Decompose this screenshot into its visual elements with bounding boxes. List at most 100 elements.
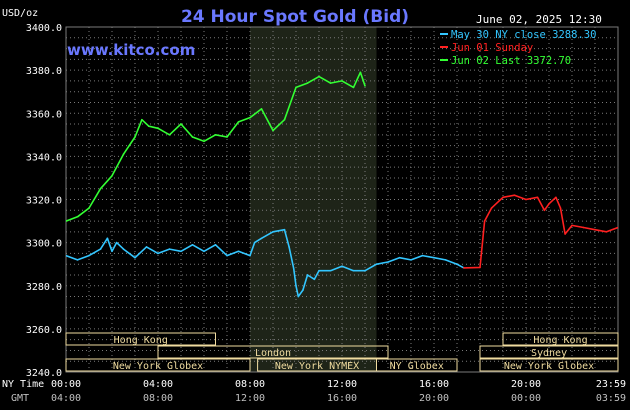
series-point xyxy=(306,82,309,84)
market-session-box xyxy=(376,358,458,372)
y-tick-label: 3400.0 xyxy=(26,23,62,34)
series-point xyxy=(99,248,102,250)
x-tick-label-ny: 20:00 xyxy=(511,379,541,390)
series-point xyxy=(295,284,297,287)
series-point xyxy=(203,140,205,143)
market-session-label: Hong Kong xyxy=(114,335,168,346)
y-tick-label: 3240.0 xyxy=(26,368,62,379)
x-tick-label-gmt: 16:00 xyxy=(327,393,357,404)
series-point xyxy=(617,226,618,229)
website-label: www.kitco.com xyxy=(67,41,195,59)
series-point xyxy=(559,207,562,209)
series-point xyxy=(292,267,295,270)
series-point xyxy=(134,256,136,259)
series-point xyxy=(352,269,355,272)
series-point xyxy=(272,129,274,132)
series-point xyxy=(214,134,217,136)
series-point xyxy=(398,256,401,259)
series-point xyxy=(375,263,378,265)
series-point xyxy=(594,228,596,231)
series-point xyxy=(444,259,447,261)
series-point xyxy=(329,82,332,84)
x-tick-label-gmt: 12:00 xyxy=(235,393,265,404)
market-session-label: New York Globex xyxy=(504,361,594,372)
series-point xyxy=(249,116,251,119)
series-point xyxy=(76,215,79,218)
x-tick-label-gmt: 04:00 xyxy=(51,393,81,404)
series-point xyxy=(260,237,263,240)
series-point xyxy=(180,123,182,125)
x-tick-label-ny: 12:00 xyxy=(327,379,357,390)
series-point xyxy=(536,196,539,199)
series-point xyxy=(226,254,228,257)
x-tick-label-gmt: 08:00 xyxy=(143,393,173,404)
series-point xyxy=(283,118,286,121)
series-point xyxy=(318,75,320,78)
series-point xyxy=(214,243,217,246)
y-tick-label: 3320.0 xyxy=(26,196,62,207)
market-session-box xyxy=(479,345,619,359)
x-tick-label-gmt: 00:00 xyxy=(511,393,541,404)
series-point xyxy=(122,153,125,156)
series-point xyxy=(302,289,304,291)
series-point xyxy=(410,259,412,261)
series-point xyxy=(359,71,362,74)
chart-date: June 02, 2025 12:30 xyxy=(476,13,602,26)
series-point xyxy=(571,224,573,227)
series-point xyxy=(283,228,286,231)
series-point xyxy=(272,231,274,233)
series-layer xyxy=(66,71,618,298)
market-session-box xyxy=(157,345,389,359)
y-tick-label: 3260.0 xyxy=(26,325,62,336)
series-point xyxy=(582,226,585,229)
series-point xyxy=(313,278,316,281)
series-point xyxy=(168,134,171,136)
series-point xyxy=(479,266,481,269)
x-tick-label-gmt: 03:59 xyxy=(596,393,626,404)
series-point xyxy=(191,243,194,246)
y-tick-label: 3380.0 xyxy=(26,66,62,77)
series-line xyxy=(66,228,465,298)
legend-label: May 30 NY close 3288.30 xyxy=(451,29,596,41)
series-point xyxy=(122,248,125,250)
series-point xyxy=(106,237,109,240)
series-point xyxy=(513,194,516,196)
series-point xyxy=(88,254,90,257)
series-point xyxy=(237,250,240,253)
series-point xyxy=(134,136,136,138)
series-point xyxy=(145,246,148,248)
series-point xyxy=(364,269,366,272)
series-point xyxy=(115,241,118,244)
x-tick-label-gmt: 20:00 xyxy=(419,393,449,404)
legend-label: Jun 02 Last 3372.70 xyxy=(451,55,571,67)
series-point xyxy=(605,231,608,233)
series-point xyxy=(295,86,297,89)
series-point xyxy=(352,86,355,89)
market-sessions-layer: Hong Kong London New York Globex New York N… xyxy=(65,332,619,372)
market-session-box xyxy=(502,332,619,346)
series-point xyxy=(502,196,504,199)
market-session-label: NY Globex xyxy=(390,361,444,372)
series-point xyxy=(548,203,550,205)
series-point xyxy=(364,85,366,87)
series-point xyxy=(157,127,159,130)
series-point xyxy=(260,108,263,110)
market-session-label: Hong Kong xyxy=(533,335,587,346)
x-axis-ticks: 00:00 04:00 04:00 08:00 08:00 12:00 12:00 16:00… xyxy=(51,379,626,404)
series-point xyxy=(564,233,566,235)
series-point xyxy=(318,269,320,272)
market-session-box xyxy=(65,358,251,372)
x-tick-label-ny: 23:59 xyxy=(596,379,626,390)
series-point xyxy=(88,207,90,209)
series-point xyxy=(463,267,465,269)
series-point xyxy=(111,174,113,177)
series-point xyxy=(306,274,309,276)
y-tick-label: 3340.0 xyxy=(26,152,62,163)
series-point xyxy=(76,259,79,261)
series-point xyxy=(288,246,290,248)
series-point xyxy=(249,254,251,257)
y-tick-label: 3360.0 xyxy=(26,109,62,120)
market-session-box xyxy=(65,332,216,346)
series-point xyxy=(456,263,458,265)
